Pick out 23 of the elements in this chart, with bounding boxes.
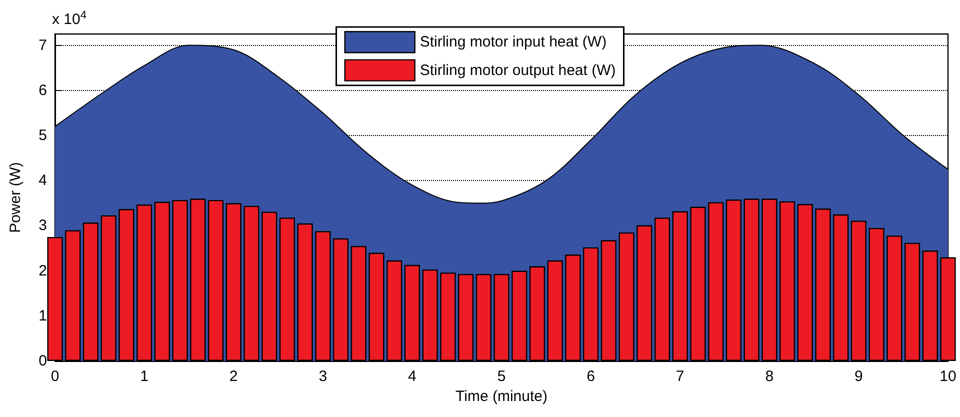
x-tick-label: 6: [586, 368, 595, 385]
x-tick-label: 1: [140, 368, 148, 385]
legend-label: Stirling motor output heat (W): [420, 62, 616, 79]
legend-label: Stirling motor input heat (W): [420, 34, 607, 51]
x-tick-label: 7: [676, 368, 684, 385]
x-tick-label: 10: [940, 368, 956, 385]
y-tick-label: 3: [38, 217, 47, 234]
y-tick-label: 4: [38, 172, 47, 190]
y-tick-label: 7: [38, 36, 47, 54]
y-axis-title: Power (W): [7, 162, 24, 233]
y-tick-label: 6: [38, 82, 47, 99]
x-tick-label: 3: [318, 368, 328, 385]
y-tick-label: 0: [38, 352, 47, 370]
y-tick-label: 5: [38, 126, 47, 144]
x-tick-label: 9: [854, 368, 863, 385]
y-tick-label: 1: [38, 307, 47, 324]
x-tick-label: 2: [229, 368, 238, 385]
y-tick-label: 2: [38, 262, 47, 280]
x-tick-label: 8: [765, 368, 774, 385]
x-axis-title: Time (minute): [456, 388, 548, 405]
x-tick-label: 0: [50, 368, 60, 385]
x-tick-label: 5: [497, 368, 506, 385]
x-tick-label: 4: [408, 368, 416, 385]
